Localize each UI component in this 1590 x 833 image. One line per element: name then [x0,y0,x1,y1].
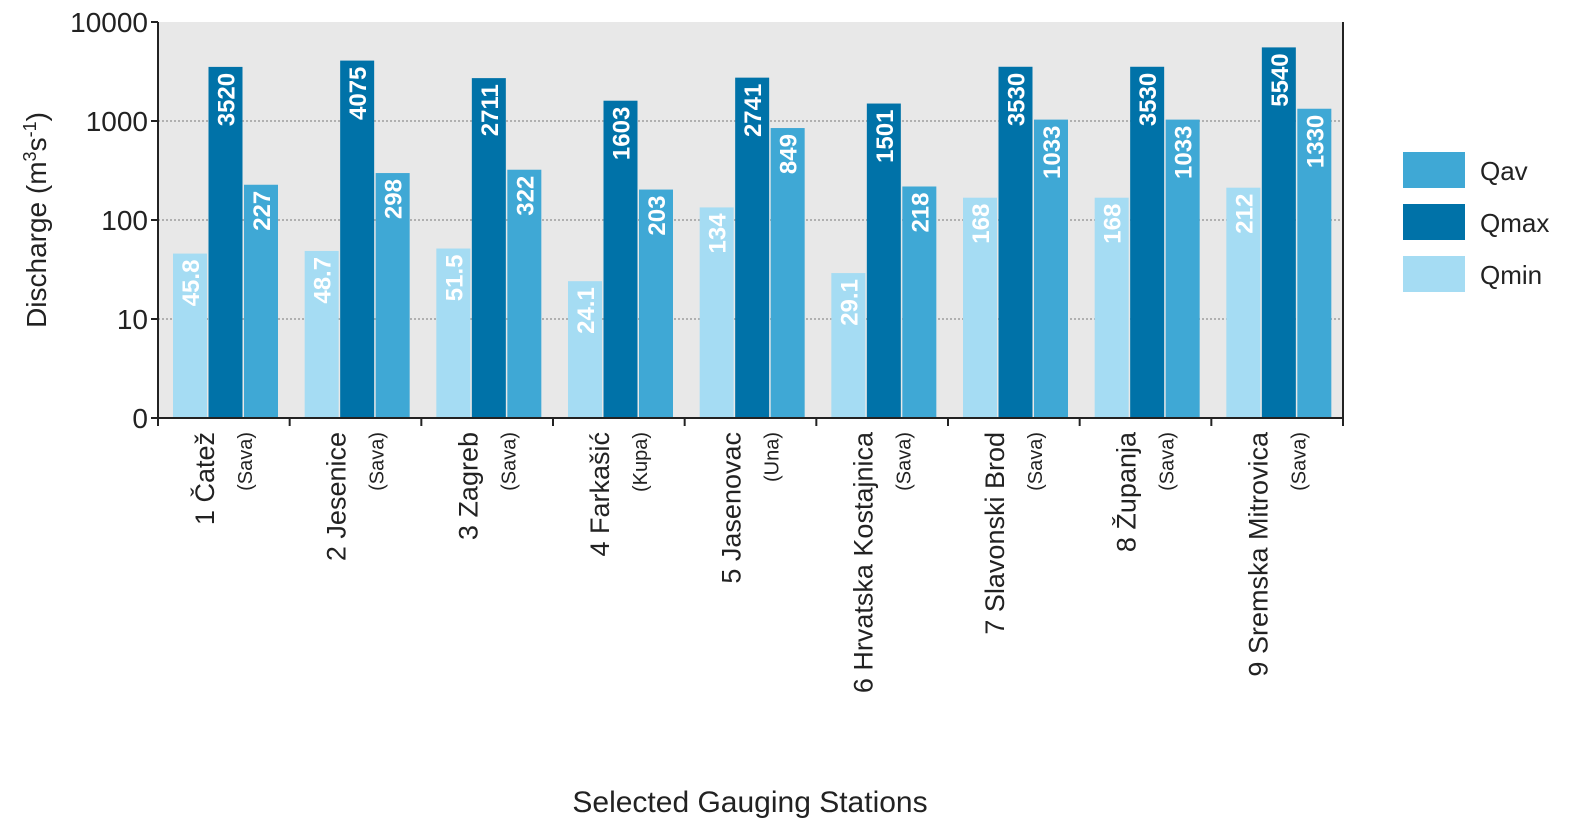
bar [173,253,207,418]
bar [603,100,638,418]
value-label: 203 [644,196,671,236]
value-label: 134 [705,213,732,254]
bar [998,66,1033,419]
x-tick-label: 5 Jasenovac [717,432,747,584]
bar [1034,119,1068,418]
x-tick-sublabel: (Sava) [893,432,915,491]
y-axis-title-sup: -1 [20,121,40,137]
bar [436,248,471,418]
bar [568,281,602,418]
x-tick-sublabel: (Sava) [498,432,520,491]
bar [1261,47,1296,419]
x-tick-sublabel: (Sava) [1288,432,1310,491]
value-label: 51.5 [441,255,468,302]
value-label: 1330 [1302,115,1329,168]
y-axis-title-part: ) [21,112,52,121]
bar [471,78,506,418]
x-tick-sublabel: (Una) [762,432,784,482]
value-label: 45.8 [178,260,205,307]
x-tick-label: 4 Farkašić [585,432,615,557]
bar [963,197,997,418]
value-label: 48.7 [310,257,337,304]
value-label: 3520 [214,73,241,126]
y-axis-title-sup: 3 [20,151,40,161]
x-tick-sublabel: (Kupa) [630,432,652,492]
value-label: 168 [968,204,995,244]
y-axis-title: Discharge (m3s-1) [20,112,52,328]
value-label: 1501 [872,110,899,163]
y-tick-label: 0 [132,403,148,434]
value-label: 212 [1231,194,1258,234]
legend-label: Qmax [1480,208,1549,238]
bar [866,103,901,418]
bar [770,128,805,418]
bar [831,273,866,418]
value-label: 227 [249,191,276,231]
x-tick-label: 2 Jesenice [322,432,352,561]
value-label: 168 [1100,204,1127,244]
value-label: 1033 [1171,126,1198,179]
x-tick-label: 7 Slavonski Brod [980,432,1010,635]
x-tick-sublabel: (Sava) [367,432,389,491]
x-tick-label: 1 Čatež [189,432,220,525]
value-label: 1033 [1039,126,1066,179]
y-axis-title-part: Discharge (m [21,161,52,327]
legend-label: Qav [1480,156,1528,186]
bar [375,173,410,418]
bar [340,60,375,419]
y-tick-label: 10000 [70,7,148,38]
bar [304,250,339,418]
y-tick-label: 10 [117,304,148,335]
value-label: 1603 [609,107,636,160]
legend-swatch [1403,256,1465,292]
x-tick-label: 6 Hrvatska Kostajnica [848,431,878,693]
bar [735,77,770,418]
y-tick-label: 100 [101,205,148,236]
bar [1165,119,1200,418]
bar [244,184,278,418]
y-tick-label: 1000 [86,106,148,137]
bar [1094,197,1129,418]
x-axis-title: Selected Gauging Stations [572,786,927,819]
x-tick-label: 8 Županja [1111,431,1142,552]
value-label: 24.1 [573,287,600,334]
value-label: 322 [512,176,539,216]
bar [699,207,734,418]
x-tick-sublabel: (Sava) [1157,432,1179,491]
value-label: 849 [776,134,803,174]
value-label: 3530 [1004,73,1031,126]
bar [507,169,542,418]
legend-swatch [1403,152,1465,188]
legend-swatch [1403,204,1465,240]
legend-label: Qmin [1480,260,1542,290]
x-tick-sublabel: (Sava) [1025,432,1047,491]
bar [639,189,673,418]
value-label: 2741 [740,84,767,137]
value-label: 298 [381,179,408,219]
x-tick-label: 9 Sremska Mitrovica [1243,431,1273,677]
value-label: 5540 [1267,53,1294,106]
bar [1226,187,1261,418]
y-axis-title-part: s [21,137,52,151]
bar [208,66,243,418]
value-label: 4075 [345,67,372,120]
bar [1130,66,1165,419]
bar [902,186,937,418]
bar [1297,108,1332,419]
x-tick-sublabel: (Sava) [235,432,257,491]
value-label: 2711 [477,84,504,136]
value-label: 3530 [1135,73,1162,126]
value-label: 218 [907,192,934,232]
x-tick-label: 3 Zagreb [453,432,483,540]
value-label: 29.1 [836,279,863,326]
